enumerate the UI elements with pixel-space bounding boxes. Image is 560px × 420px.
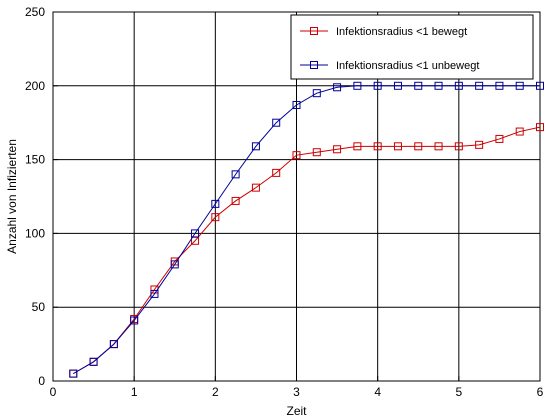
data-point-marker [272,118,281,127]
data-point-marker [393,81,402,90]
data-point-marker [150,289,159,298]
data-point-marker [495,134,504,143]
data-point-marker [292,151,301,160]
data-point-marker [69,369,78,378]
data-point-marker [454,81,463,90]
data-point-marker [353,142,362,151]
data-point-marker [89,357,98,366]
data-point-marker [251,183,260,192]
data-point-marker [454,142,463,151]
data-point-marker [414,81,423,90]
data-point-marker [414,142,423,151]
data-point-marker [211,199,220,208]
data-point-marker [191,229,200,238]
data-point-marker [130,316,139,325]
axis-ticks: 0 1 2 3 4 5 6 0 50 100 150 200 250 [25,5,544,399]
data-point-marker [109,340,118,349]
x-axis-label: Zeit [286,404,307,418]
data-point-marker [312,89,321,98]
legend: Infektionsradius <1 bewegt Infektionsradi… [290,14,534,80]
data-point-marker [515,127,524,136]
y-tick-label: 150 [25,153,45,167]
data-point-marker [393,142,402,151]
x-tick-label: 6 [537,385,544,399]
x-tick-label: 3 [293,385,300,399]
data-point-marker [251,142,260,151]
legend-item: Infektionsradius <1 unbewegt [300,60,479,72]
data-point-marker [373,142,382,151]
y-tick-label: 0 [38,374,45,388]
data-point-marker [333,145,342,154]
series-layer [69,81,544,378]
data-point-marker [495,81,504,90]
x-tick-label: 5 [455,385,462,399]
data-point-marker [515,81,524,90]
x-tick-label: 1 [131,385,138,399]
data-point-marker [353,81,362,90]
data-point-marker [434,81,443,90]
y-axis-label: Anzahl von Infizierten [5,139,19,254]
data-point-marker [434,142,443,151]
legend-marker [310,27,318,35]
data-point-marker [333,83,342,92]
legend-label: Infektionsradius <1 unbewegt [336,60,479,72]
data-point-marker [475,140,484,149]
data-point-marker [536,123,544,132]
legend-box [290,14,534,80]
data-point-marker [475,81,484,90]
data-point-marker [170,260,179,269]
x-tick-label: 2 [212,385,219,399]
data-point-marker [373,81,382,90]
x-tick-label: 0 [50,385,57,399]
data-point-marker [231,170,240,179]
data-point-marker [536,81,544,90]
data-point-marker [272,168,281,177]
y-tick-label: 100 [25,226,45,240]
data-point-marker [211,213,220,222]
series-2 [69,81,544,378]
data-point-marker [231,196,240,205]
y-tick-label: 250 [25,5,45,19]
legend-marker [310,61,318,69]
y-tick-label: 200 [25,79,45,93]
legend-label: Infektionsradius <1 bewegt [336,26,467,38]
x-tick-label: 4 [374,385,381,399]
data-point-marker [312,148,321,157]
data-point-marker [292,100,301,109]
legend-item: Infektionsradius <1 bewegt [300,26,467,38]
y-tick-label: 50 [32,300,46,314]
